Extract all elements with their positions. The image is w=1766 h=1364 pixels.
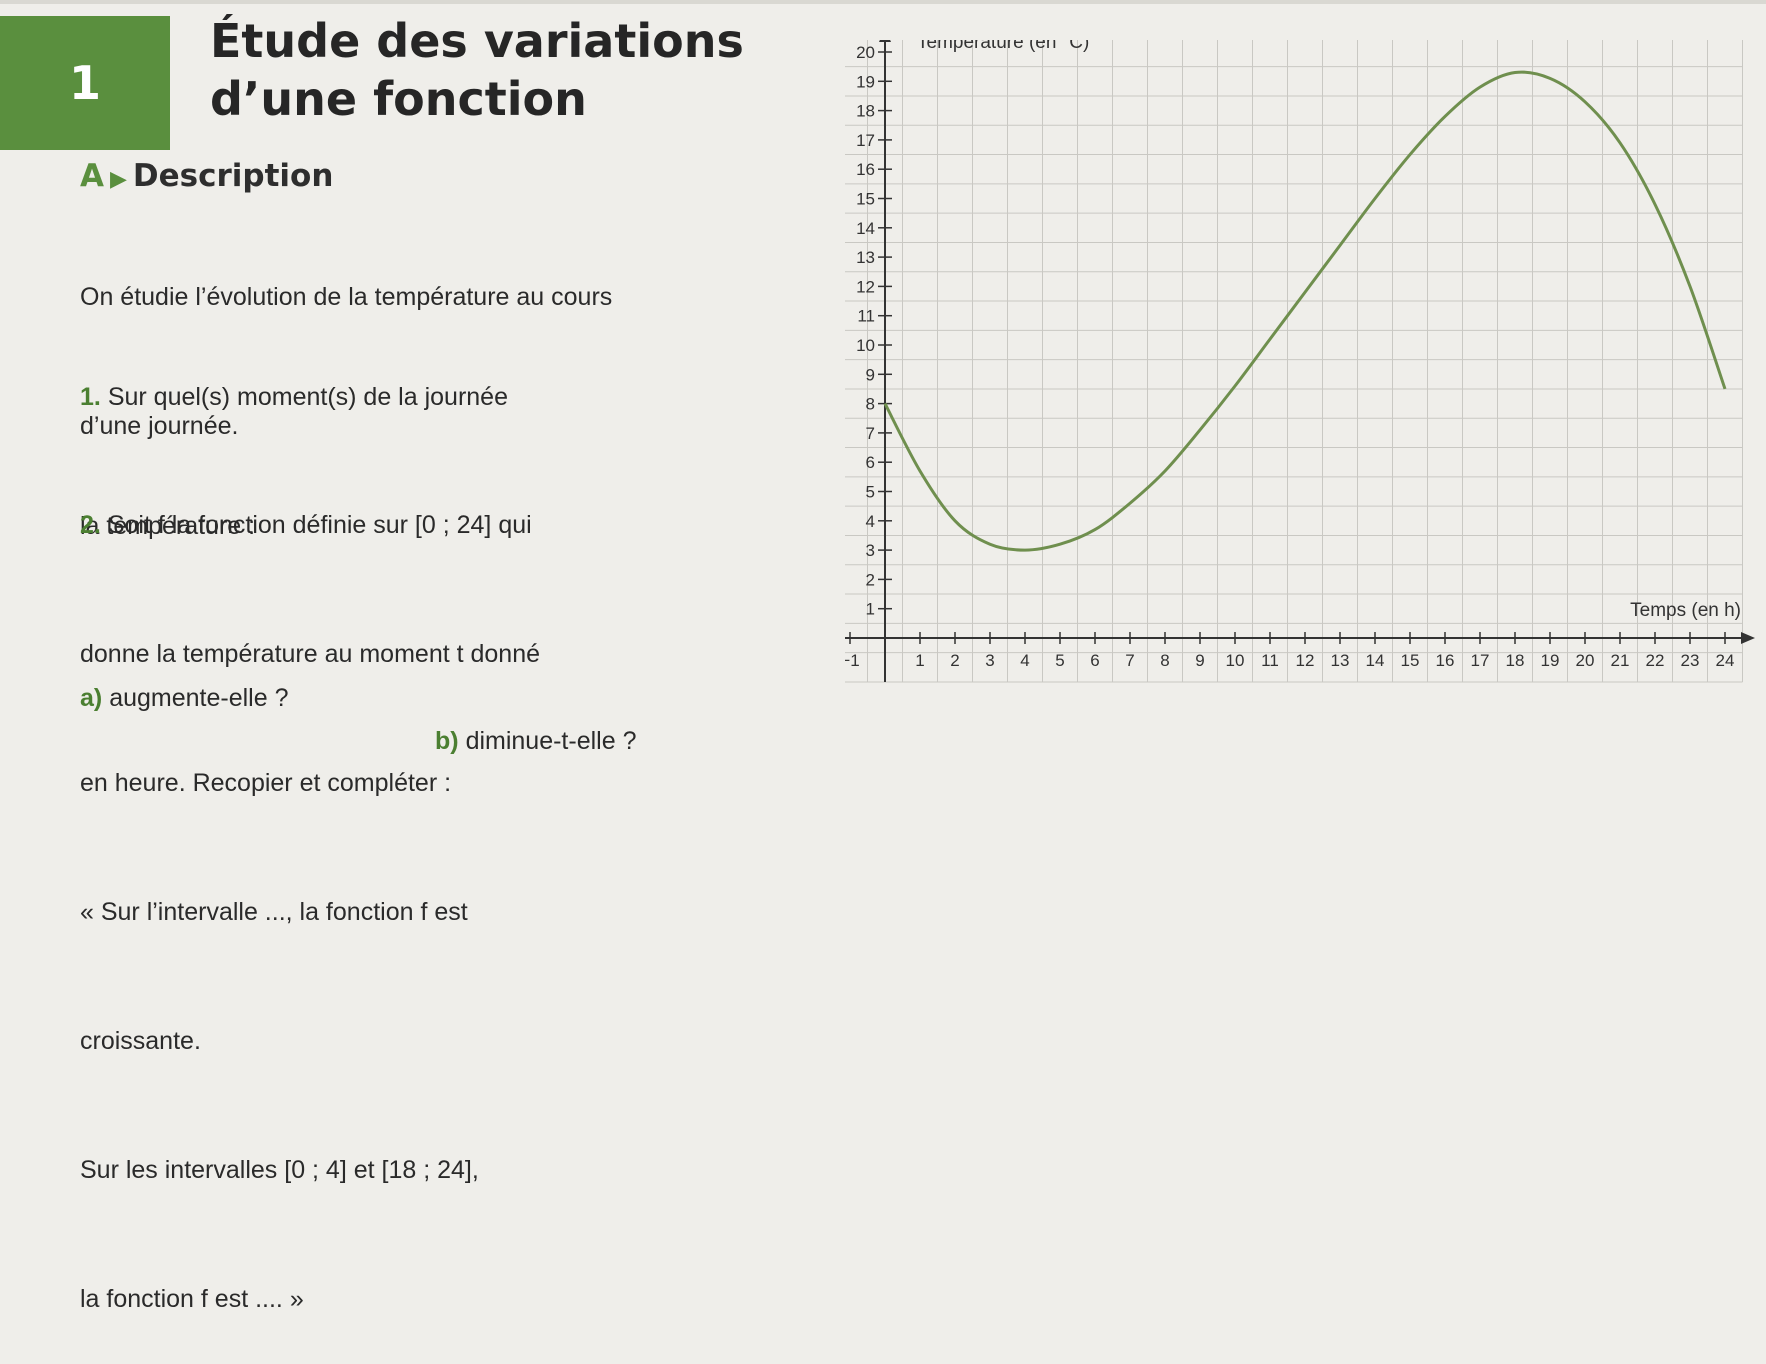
y-tick-label: 3 xyxy=(866,541,875,560)
x-tick-label: 16 xyxy=(1436,651,1455,670)
temperature-curve xyxy=(883,70,1727,552)
section-heading: A ▶ Description xyxy=(80,158,333,194)
question-2-line-5: croissante. xyxy=(80,1027,201,1055)
chart-ticks: −1 1 2 3 4 5 6 7 8 9 10 11 12 13 14 15 16 17 18 19 20 21 22 23 2… xyxy=(845,43,1734,670)
exercise-number-badge: 1 xyxy=(0,16,170,150)
y-tick-label: 8 xyxy=(866,395,875,414)
intro-line-2: d’une journée. xyxy=(80,412,239,440)
x-tick-label: 17 xyxy=(1471,651,1490,670)
question-1b-text: diminue-t-elle ? xyxy=(465,727,637,755)
question-2-line-1: 2. Soit f la fonction définie sur [0 ; 2… xyxy=(80,504,540,547)
y-tick-label: 1 xyxy=(866,600,875,619)
y-tick-label: 6 xyxy=(866,453,875,472)
x-tick-label: −1 xyxy=(845,651,860,670)
title-line-2: d’une fonction xyxy=(210,72,587,126)
x-tick-label: 19 xyxy=(1541,651,1560,670)
y-tick-label: 13 xyxy=(856,248,875,267)
question-2-line-4: « Sur l’intervalle ..., la fonction f es… xyxy=(80,898,468,926)
y-tick-label: 9 xyxy=(866,365,875,384)
y-tick-label: 17 xyxy=(856,131,875,150)
y-tick-label: 14 xyxy=(856,219,875,238)
section-title: Description xyxy=(132,158,334,194)
x-tick-label: 13 xyxy=(1331,651,1350,670)
temperature-chart: −1 1 2 3 4 5 6 7 8 9 10 11 12 13 14 15 16 17 18 19 20 21 22 23 2… xyxy=(845,40,1755,683)
x-tick-label: 5 xyxy=(1055,651,1064,670)
y-tick-label: 20 xyxy=(856,43,875,62)
question-1-line-2: la température : xyxy=(80,512,256,540)
question-1: 1. Sur quel(s) moment(s) de la journée l… xyxy=(80,290,636,755)
x-tick-label: 3 xyxy=(985,651,994,670)
x-tick-label: 1 xyxy=(915,651,924,670)
x-tick-label: 2 xyxy=(950,651,959,670)
question-2-line-6: Sur les intervalles [0 ; 4] et [18 ; 24]… xyxy=(80,1156,479,1184)
x-axis-label: Temps (en h) xyxy=(1630,600,1741,621)
x-tick-label: 12 xyxy=(1296,651,1315,670)
x-tick-label: 18 xyxy=(1506,651,1525,670)
y-tick-label: 10 xyxy=(856,336,875,355)
x-axis-arrow-icon xyxy=(1741,632,1755,644)
y-tick-label: 19 xyxy=(856,72,875,91)
chart-grid xyxy=(845,40,1743,683)
section-arrow-icon: ▶ xyxy=(110,167,127,192)
question-1a-label: a) xyxy=(80,684,103,712)
x-tick-label: 6 xyxy=(1090,651,1099,670)
top-rule xyxy=(0,0,1766,4)
section-letter: A xyxy=(80,158,104,194)
x-tick-label: 21 xyxy=(1611,651,1630,670)
x-tick-label: 7 xyxy=(1125,651,1134,670)
x-tick-label: 15 xyxy=(1401,651,1420,670)
intro-line-1: On étudie l’évolution de la température … xyxy=(80,283,613,311)
y-tick-label: 16 xyxy=(856,160,875,179)
question-2-number: 2. xyxy=(80,511,101,539)
y-tick-label: 11 xyxy=(857,307,875,326)
question-1b-label: b) xyxy=(435,727,459,755)
y-tick-label: 2 xyxy=(866,570,875,589)
intro-paragraph: On étudie l’évolution de la température … xyxy=(80,190,612,491)
y-axis-arrow-icon xyxy=(879,40,891,42)
question-2: 2. Soit f la fonction définie sur [0 ; 2… xyxy=(80,418,540,1364)
x-tick-label: 8 xyxy=(1160,651,1169,670)
y-tick-label: 4 xyxy=(866,512,875,531)
question-2-line-3: en heure. Recopier et compléter : xyxy=(80,769,452,797)
x-tick-label: 20 xyxy=(1576,651,1595,670)
title-line-1: Étude des variations xyxy=(210,14,744,68)
y-tick-label: 5 xyxy=(866,483,875,502)
question-2-text: Soit f la fonction définie sur [0 ; 24] … xyxy=(107,511,532,539)
y-tick-label: 7 xyxy=(866,424,875,443)
x-tick-label: 11 xyxy=(1261,651,1279,670)
x-tick-label: 23 xyxy=(1681,651,1700,670)
question-1-number: 1. xyxy=(80,383,101,411)
x-tick-label: 10 xyxy=(1226,651,1245,670)
x-tick-label: 24 xyxy=(1716,651,1735,670)
question-1-parts: a) augmente-elle ? b) diminue-t-elle ? xyxy=(80,634,636,755)
exercise-number: 1 xyxy=(68,56,101,110)
y-tick-label: 15 xyxy=(856,190,875,209)
question-2-line-7: la fonction f est .... » xyxy=(80,1285,304,1313)
y-tick-label: 18 xyxy=(856,102,875,121)
question-1-text: Sur quel(s) moment(s) de la journée xyxy=(107,383,508,411)
question-2-line-2: donne la température au moment t donné xyxy=(80,640,541,668)
x-tick-label: 9 xyxy=(1195,651,1204,670)
x-tick-label: 22 xyxy=(1646,651,1665,670)
exercise-title: Étude des variations d’une fonction xyxy=(210,12,744,128)
question-1a-text: augmente-elle ? xyxy=(109,684,289,712)
question-1-line-1: 1. Sur quel(s) moment(s) de la journée xyxy=(80,376,508,419)
y-tick-label: 12 xyxy=(856,277,875,296)
chart-axes xyxy=(845,40,1755,682)
x-tick-label: 14 xyxy=(1366,651,1385,670)
x-tick-label: 4 xyxy=(1020,651,1029,670)
y-axis-label: Température (en °C) xyxy=(917,40,1089,53)
